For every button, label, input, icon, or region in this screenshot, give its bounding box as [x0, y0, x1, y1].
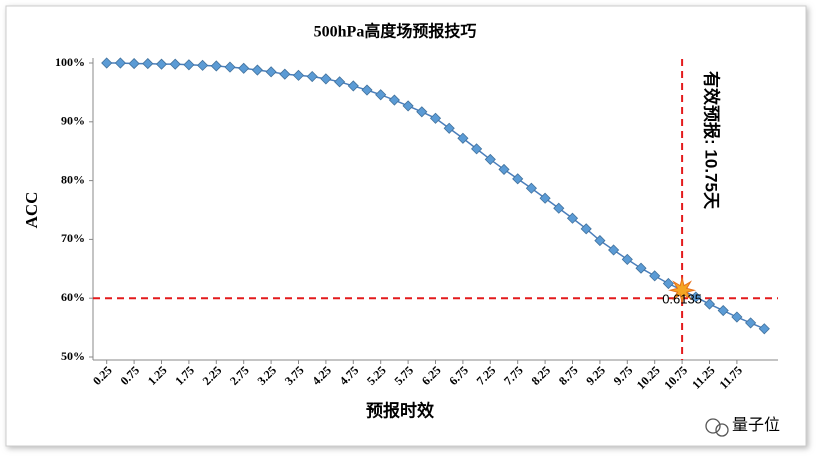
data-point — [388, 94, 400, 106]
data-point — [114, 57, 126, 69]
data-point — [155, 58, 168, 70]
data-point — [210, 60, 222, 72]
data-point — [512, 173, 524, 185]
y-tick-label: 60% — [61, 290, 85, 304]
chart-frame — [5, 5, 807, 447]
data-point — [238, 62, 250, 74]
data-point — [690, 291, 702, 303]
data-point — [375, 89, 387, 101]
y-tick-label: 70% — [61, 231, 85, 245]
data-point — [498, 163, 510, 175]
x-axis-label: 预报时效 — [366, 400, 434, 420]
data-point — [347, 80, 359, 92]
data-point — [484, 153, 496, 165]
data-point — [334, 76, 346, 88]
data-point — [553, 202, 565, 214]
data-point — [566, 212, 579, 224]
data-point — [621, 253, 633, 265]
y-tick-label: 100% — [55, 55, 85, 69]
y-tick-label: 50% — [61, 349, 85, 363]
data-point — [662, 277, 674, 290]
watermark-icon — [705, 418, 729, 437]
data-point — [361, 84, 373, 96]
data-point — [539, 192, 551, 204]
data-point — [142, 58, 154, 70]
y-axis-label: ACC — [22, 192, 41, 229]
data-point — [306, 70, 318, 83]
data-point — [717, 304, 729, 317]
data-point — [731, 311, 743, 323]
data-point — [128, 58, 140, 70]
data-point — [758, 323, 770, 335]
data-point — [251, 64, 263, 76]
data-point — [169, 58, 181, 70]
data-point — [265, 66, 277, 78]
watermark: 量子位 — [732, 416, 780, 434]
data-point — [745, 317, 757, 329]
y-tick-label: 80% — [61, 172, 85, 186]
annotation: 有效预报: 10.75天 — [702, 71, 722, 210]
data-point — [320, 73, 332, 85]
data-point — [608, 244, 620, 256]
data-point — [429, 112, 442, 124]
data-point — [471, 143, 483, 155]
data-point — [292, 69, 305, 81]
data-point — [649, 270, 661, 282]
data-point — [525, 182, 537, 194]
highlight-marker — [668, 276, 697, 305]
data-point — [416, 106, 428, 118]
data-point — [594, 235, 606, 247]
y-tick-label: 90% — [61, 114, 85, 128]
data-point — [457, 132, 469, 144]
data-point — [580, 223, 592, 235]
data-point — [703, 298, 716, 310]
data-point — [443, 122, 455, 134]
data-point — [183, 59, 195, 71]
highlight-label: 0.6135 — [662, 292, 702, 307]
data-point — [101, 57, 113, 69]
data-point — [224, 61, 236, 73]
data-point — [279, 68, 291, 80]
data-point — [197, 59, 209, 71]
chart-title: 500hPa高度场预报技巧 — [314, 22, 477, 41]
data-point — [635, 262, 647, 274]
data-point — [402, 100, 414, 112]
